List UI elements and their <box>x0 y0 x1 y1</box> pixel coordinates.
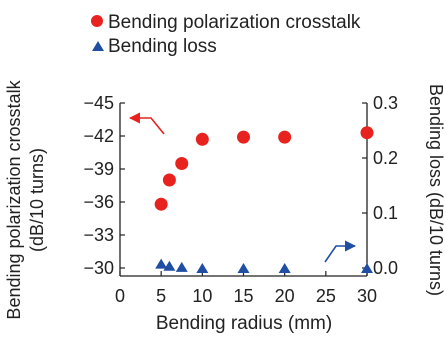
plot-marks <box>154 126 374 273</box>
legend-loss-marker <box>92 41 104 51</box>
y-left-axis-label: Bending polarization crosstalk <box>4 79 24 319</box>
x-tick-label: 30 <box>357 286 377 306</box>
y-left-tick-label: −42 <box>83 126 114 146</box>
legend-crosstalk-marker <box>91 15 103 27</box>
crosstalk-axis-arrow <box>128 112 165 135</box>
bending-loss-point <box>175 261 188 272</box>
y-right-tick-label: 0.2 <box>373 148 398 168</box>
crosstalk-point <box>175 157 189 170</box>
y-right-axis-label: Bending loss (dB/10 turns) <box>426 84 446 296</box>
x-ticks: 0 5 10 15 20 25 30 <box>115 271 377 306</box>
y-left-axis-label-units: (dB/10 turns) <box>27 148 47 252</box>
y-right-tick-label: 0.1 <box>373 203 398 223</box>
bending-loss-point <box>361 263 373 273</box>
bending-loss-point <box>155 258 168 269</box>
x-axis-label: Bending radius (mm) <box>156 313 332 334</box>
x-tick-label: 15 <box>233 286 253 306</box>
legend-loss-label: Bending loss <box>108 36 217 57</box>
y-left-ticks: −30 −33 −36 −39 −42 −45 <box>83 93 125 278</box>
loss-axis-arrow <box>324 240 357 263</box>
x-tick-label: 25 <box>316 286 336 306</box>
y-left-tick-label: −30 <box>83 258 114 278</box>
legend-crosstalk-label: Bending polarization crosstalk <box>108 12 361 33</box>
crosstalk-point <box>237 130 250 144</box>
y-left-tick-label: −33 <box>83 225 114 245</box>
crosstalk-point <box>195 132 209 146</box>
bending-loss-point <box>278 263 291 273</box>
y-right-ticks: 0.0 0.1 0.2 0.3 <box>362 93 398 278</box>
bending-loss-point <box>196 263 209 273</box>
y-right-tick-label: 0.3 <box>373 93 398 113</box>
bending-loss-point <box>237 263 250 273</box>
bending-loss-point <box>163 260 176 271</box>
crosstalk-point <box>278 130 292 144</box>
legend: Bending polarization crosstalk Bending l… <box>91 12 361 57</box>
y-left-tick-label: −36 <box>83 192 114 212</box>
y-left-tick-label: −39 <box>83 159 114 179</box>
crosstalk-point <box>154 197 168 211</box>
x-tick-label: 10 <box>192 286 212 306</box>
crosstalk-point <box>162 173 176 187</box>
x-tick-label: 0 <box>115 286 125 306</box>
y-left-tick-label: −45 <box>83 93 114 113</box>
x-tick-label: 20 <box>275 286 295 306</box>
y-right-tick-label: 0.0 <box>373 258 398 278</box>
axes <box>119 103 368 277</box>
crosstalk-point <box>360 126 374 140</box>
x-tick-label: 5 <box>156 286 166 306</box>
